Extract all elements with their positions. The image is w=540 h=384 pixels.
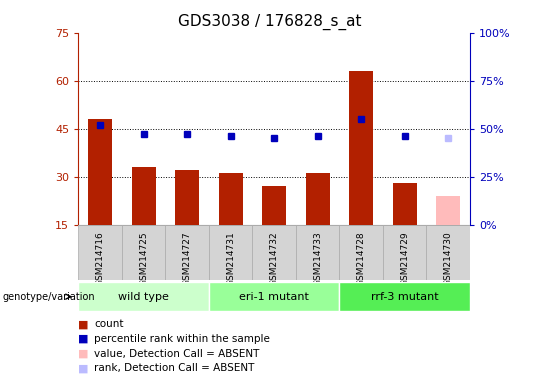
- Text: GSM214733: GSM214733: [313, 231, 322, 286]
- Bar: [296, 225, 339, 280]
- Bar: [175, 170, 199, 225]
- Bar: [209, 282, 339, 311]
- Text: GSM214729: GSM214729: [400, 231, 409, 286]
- Text: ■: ■: [78, 349, 89, 359]
- Bar: [78, 225, 122, 280]
- Text: eri-1 mutant: eri-1 mutant: [239, 291, 309, 302]
- Text: count: count: [94, 319, 124, 329]
- Bar: [219, 174, 242, 225]
- Text: GSM214725: GSM214725: [139, 231, 148, 286]
- Bar: [252, 225, 296, 280]
- Text: GDS3038 / 176828_s_at: GDS3038 / 176828_s_at: [178, 13, 362, 30]
- Text: GSM214727: GSM214727: [183, 231, 192, 286]
- Text: ■: ■: [78, 319, 89, 329]
- Text: GSM214728: GSM214728: [356, 231, 366, 286]
- Bar: [88, 119, 112, 225]
- Text: wild type: wild type: [118, 291, 169, 302]
- Text: GSM214730: GSM214730: [443, 231, 453, 286]
- Text: rrf-3 mutant: rrf-3 mutant: [371, 291, 438, 302]
- Text: value, Detection Call = ABSENT: value, Detection Call = ABSENT: [94, 349, 260, 359]
- Text: rank, Detection Call = ABSENT: rank, Detection Call = ABSENT: [94, 363, 255, 373]
- Bar: [306, 174, 329, 225]
- Text: GSM214731: GSM214731: [226, 231, 235, 286]
- Text: ■: ■: [78, 363, 89, 373]
- Bar: [122, 225, 165, 280]
- Bar: [349, 71, 373, 225]
- Bar: [78, 282, 209, 311]
- Text: ■: ■: [78, 334, 89, 344]
- Text: GSM214716: GSM214716: [96, 231, 105, 286]
- Bar: [393, 183, 416, 225]
- Bar: [436, 196, 460, 225]
- Text: percentile rank within the sample: percentile rank within the sample: [94, 334, 271, 344]
- Bar: [339, 282, 470, 311]
- Bar: [339, 225, 383, 280]
- Bar: [132, 167, 156, 225]
- Bar: [383, 225, 426, 280]
- Bar: [262, 186, 286, 225]
- Bar: [209, 225, 252, 280]
- Bar: [165, 225, 209, 280]
- FancyArrowPatch shape: [66, 294, 71, 299]
- Text: GSM214732: GSM214732: [269, 231, 279, 286]
- Bar: [426, 225, 470, 280]
- Text: genotype/variation: genotype/variation: [3, 291, 96, 302]
